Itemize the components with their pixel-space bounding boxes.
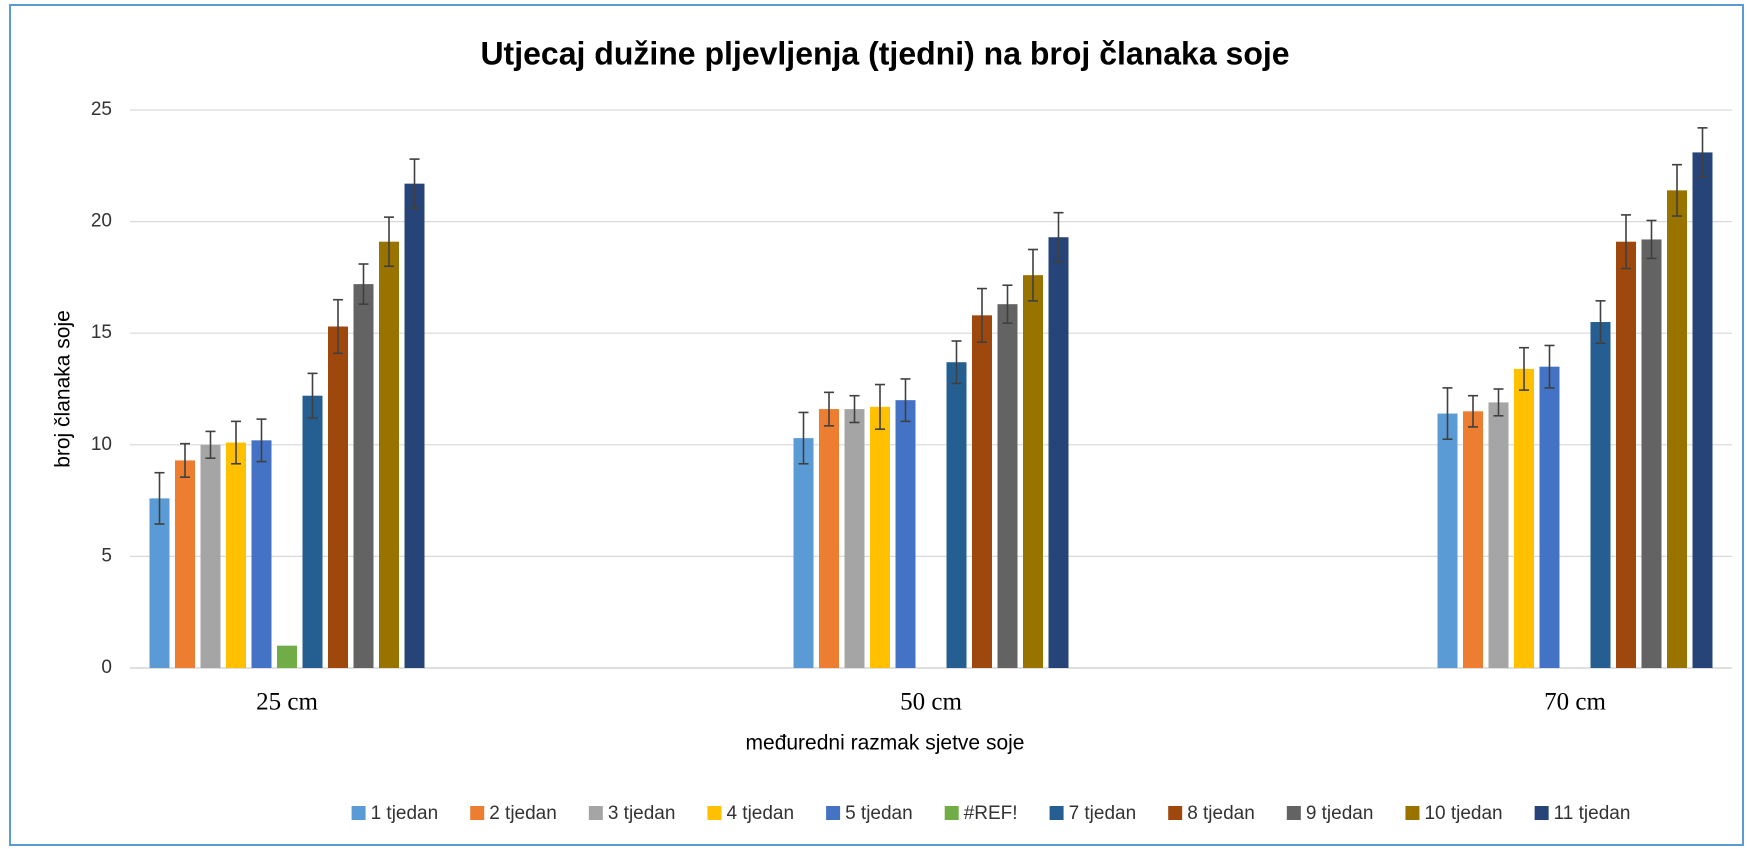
bar	[895, 400, 916, 668]
x-tick-label: 50 cm	[900, 689, 962, 716]
bar	[1641, 239, 1662, 668]
legend-label: 1 tjedan	[371, 803, 439, 824]
legend-swatch	[944, 806, 959, 820]
legend-label: 4 tjedan	[726, 803, 794, 824]
chart-title: Utjecaj dužine plјevlјenja (tjedni) na b…	[480, 35, 1289, 71]
bar	[870, 406, 890, 668]
bar	[1616, 241, 1636, 669]
bar	[844, 409, 865, 668]
bar	[997, 304, 1018, 668]
x-tick-label: 25 cm	[256, 689, 318, 716]
legend-swatch	[826, 806, 841, 820]
legend-swatch	[470, 806, 485, 820]
bar	[1539, 366, 1560, 668]
bar	[328, 326, 348, 668]
legend-swatch	[1049, 806, 1064, 820]
bar	[175, 460, 195, 668]
bar	[277, 645, 297, 668]
legend-swatch	[588, 806, 603, 820]
bar	[200, 444, 221, 668]
y-tick-label: 15	[91, 322, 112, 343]
legend-swatch	[707, 806, 722, 820]
chart-frame	[9, 4, 1744, 846]
bar	[226, 442, 246, 668]
y-tick-label: 20	[91, 211, 112, 232]
bar	[149, 498, 170, 668]
x-axis-title: međuredni razmak sjetve soje	[746, 732, 1025, 755]
y-tick-label: 0	[101, 657, 112, 678]
bar	[1023, 275, 1043, 668]
bar	[1437, 413, 1458, 668]
legend-label: 11 tjedan	[1554, 803, 1631, 824]
bar	[972, 315, 992, 668]
bar	[793, 438, 814, 668]
legend-swatch	[1405, 806, 1420, 820]
legend-label: 3 tjedan	[608, 803, 676, 824]
bar	[1048, 237, 1069, 668]
bar	[353, 284, 374, 668]
legend-label: #REF!	[964, 803, 1018, 824]
x-tick-label: 70 cm	[1544, 689, 1606, 716]
legend-label: 2 tjedan	[489, 803, 557, 824]
legend-label: 5 tjedan	[845, 803, 913, 824]
y-tick-label: 10	[91, 434, 112, 455]
legend-label: 9 tjedan	[1306, 803, 1374, 824]
legend-swatch	[1168, 806, 1183, 820]
bar	[1488, 402, 1509, 668]
bar	[404, 183, 425, 668]
bar	[819, 409, 839, 668]
legend-swatch	[1534, 806, 1549, 820]
legend-swatch	[351, 806, 366, 820]
bar	[251, 440, 272, 668]
legend-label: 10 tjedan	[1424, 803, 1502, 824]
y-axis-title: broj članaka soje	[52, 310, 75, 468]
bar	[1463, 411, 1483, 668]
y-tick-label: 25	[91, 99, 112, 120]
bar	[379, 241, 399, 669]
legend-label: 7 tjedan	[1069, 803, 1137, 824]
bar	[1667, 190, 1687, 669]
legend-swatch	[1286, 806, 1301, 820]
bar	[1514, 368, 1534, 668]
bar	[946, 362, 967, 668]
bar	[1590, 322, 1611, 668]
y-tick-label: 5	[101, 545, 112, 566]
bar	[1692, 152, 1713, 668]
legend-label: 8 tjedan	[1187, 803, 1255, 824]
bar	[302, 395, 323, 668]
